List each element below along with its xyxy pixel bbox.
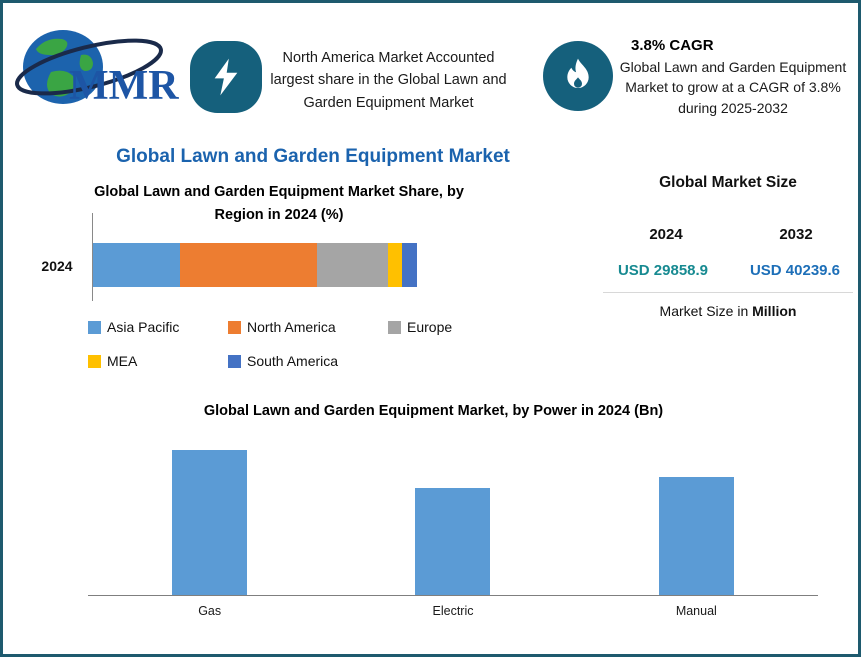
legend-label: Asia Pacific <box>107 319 180 335</box>
legend-label: North America <box>247 319 336 335</box>
market-size-note: Market Size in Million <box>603 303 853 319</box>
cagr-block: 3.8% CAGR Global Lawn and Garden Equipme… <box>609 37 857 118</box>
legend-label: South America <box>247 353 339 369</box>
market-size-heading: Global Market Size <box>659 174 797 191</box>
region-axis-label: 2024 <box>41 258 73 274</box>
main-title: Global Lawn and Garden Equipment Market <box>116 146 510 167</box>
region-legend: Asia Pacific North America Europe MEA South … <box>88 319 508 369</box>
segment-south-america <box>402 243 417 287</box>
bar-slot-manual <box>575 433 818 595</box>
segment-north-america <box>180 243 317 287</box>
bar-slot-electric <box>331 433 574 595</box>
segment-mea <box>387 243 403 287</box>
region-stacked-bar <box>93 243 417 287</box>
legend-item-asia-pacific: Asia Pacific <box>88 319 228 335</box>
highlight-text: North America Market Accounted largest s… <box>270 50 507 111</box>
bar-label-electric: Electric <box>432 604 474 618</box>
market-size-value-2032: USD 40239.6 <box>749 262 841 279</box>
bar-label-gas: Gas <box>198 604 222 618</box>
market-size-year-2024: 2024 <box>649 226 683 243</box>
cagr-title: 3.8% CAGR <box>631 37 714 54</box>
lightning-icon <box>190 41 262 113</box>
legend-swatch <box>88 354 101 368</box>
flame-icon <box>543 41 613 111</box>
bar-label-manual: Manual <box>675 604 717 618</box>
legend-item-europe: Europe <box>388 319 498 335</box>
bar-electric <box>415 487 491 595</box>
region-axis-line <box>92 213 93 301</box>
legend-item-mea: MEA <box>88 353 228 369</box>
mmr-logo: MMR <box>11 17 183 113</box>
legend-swatch <box>228 320 241 334</box>
segment-europe <box>316 243 388 287</box>
segment-asia-pacific <box>93 243 181 287</box>
market-size-note-unit: Million <box>752 303 797 319</box>
market-size-year-2032: 2032 <box>779 226 813 243</box>
legend-label: Europe <box>407 319 453 335</box>
bar-gas <box>172 450 248 595</box>
power-chart-labels: Gas Electric Manual <box>88 604 818 618</box>
power-chart-title: Global Lawn and Garden Equipment Market,… <box>203 403 664 419</box>
legend-item-north-america: North America <box>228 319 388 335</box>
legend-swatch <box>388 320 401 334</box>
power-chart-plot <box>88 433 818 596</box>
market-size-divider <box>603 292 853 293</box>
market-size-value-2024: USD 29858.9 <box>617 262 709 279</box>
globe-icon: MMR <box>15 30 179 109</box>
legend-swatch <box>228 354 241 368</box>
bar-slot-gas <box>88 433 331 595</box>
legend-label: MEA <box>107 353 138 369</box>
legend-item-south-america: South America <box>228 353 388 369</box>
bar-manual <box>658 476 734 595</box>
cagr-text: Global Lawn and Garden Equipment Market … <box>619 59 847 116</box>
market-size-note-prefix: Market Size in <box>659 303 749 319</box>
legend-swatch <box>88 320 101 334</box>
logo-text: MMR <box>69 63 179 109</box>
region-chart-title: Global Lawn and Garden Equipment Market … <box>94 184 464 224</box>
